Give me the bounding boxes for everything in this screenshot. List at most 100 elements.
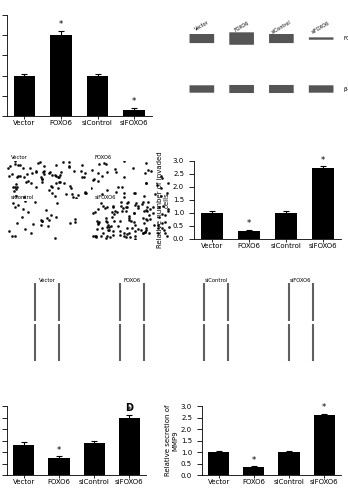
Text: siControl: siControl — [11, 196, 34, 200]
Point — [123, 207, 129, 215]
Point — [104, 234, 109, 241]
Point — [133, 221, 138, 229]
Point — [38, 221, 44, 229]
Point — [156, 229, 161, 237]
Bar — [50, 35, 72, 116]
Point — [110, 226, 116, 234]
Point — [112, 208, 118, 216]
Bar — [314, 416, 335, 475]
Point — [72, 214, 77, 222]
Point — [75, 190, 81, 198]
Point — [95, 220, 101, 228]
Point — [124, 203, 129, 211]
Point — [109, 208, 115, 216]
Point — [115, 222, 121, 230]
Point — [83, 189, 89, 197]
Point — [111, 216, 117, 224]
Point — [141, 206, 147, 214]
Point — [111, 210, 117, 218]
Point — [72, 218, 78, 226]
Point — [166, 207, 171, 215]
Point — [100, 224, 105, 232]
Point — [125, 198, 131, 206]
Point — [126, 229, 132, 237]
Point — [39, 176, 45, 184]
Point — [100, 202, 106, 209]
Point — [10, 184, 15, 192]
Point — [68, 182, 73, 190]
Point — [29, 170, 35, 177]
Point — [103, 214, 109, 222]
FancyBboxPatch shape — [229, 85, 254, 93]
Point — [119, 208, 125, 216]
Text: D: D — [125, 403, 133, 413]
Point — [105, 226, 111, 234]
Point — [163, 230, 168, 237]
Point — [113, 168, 119, 176]
Point — [54, 213, 59, 221]
Point — [162, 218, 167, 226]
Point — [127, 212, 132, 220]
Point — [98, 199, 104, 207]
Point — [32, 198, 38, 206]
Point — [27, 164, 32, 172]
Point — [142, 219, 147, 227]
Point — [126, 216, 132, 224]
Point — [162, 212, 167, 220]
Point — [109, 222, 114, 230]
Point — [158, 192, 164, 200]
Point — [16, 172, 21, 180]
Text: FOXO6: FOXO6 — [343, 36, 348, 41]
Point — [155, 224, 161, 232]
Point — [121, 194, 127, 202]
Bar — [13, 445, 34, 475]
Point — [53, 161, 58, 169]
Point — [48, 210, 54, 218]
FancyBboxPatch shape — [309, 38, 333, 40]
Point — [104, 223, 110, 231]
Point — [38, 173, 44, 181]
Point — [135, 225, 141, 233]
Point — [144, 208, 150, 216]
Point — [41, 168, 46, 176]
Text: *: * — [247, 220, 251, 228]
Bar — [238, 231, 260, 238]
Point — [28, 228, 34, 236]
Y-axis label: Relative number of invaded
cells: Relative number of invaded cells — [157, 152, 170, 248]
Point — [54, 180, 59, 188]
Text: Vector: Vector — [194, 20, 210, 32]
Point — [53, 172, 59, 180]
Point — [104, 218, 110, 226]
FancyBboxPatch shape — [269, 34, 294, 43]
Point — [164, 232, 169, 240]
Point — [52, 192, 58, 200]
Point — [96, 218, 102, 226]
Point — [135, 202, 140, 210]
Point — [161, 226, 166, 234]
Bar — [312, 168, 334, 238]
Point — [102, 159, 107, 167]
Point — [155, 181, 160, 189]
Point — [89, 166, 95, 174]
Point — [93, 233, 98, 241]
Text: siFOXO6: siFOXO6 — [95, 196, 116, 200]
Point — [143, 180, 149, 188]
Point — [68, 184, 73, 192]
Text: siFOXO6: siFOXO6 — [311, 20, 331, 34]
Point — [35, 160, 40, 168]
Point — [33, 184, 39, 192]
Point — [100, 190, 105, 198]
Point — [132, 234, 137, 242]
Point — [117, 231, 122, 239]
Bar — [48, 458, 70, 475]
Point — [104, 203, 110, 211]
Point — [39, 216, 45, 224]
Point — [21, 205, 26, 213]
Point — [21, 194, 26, 202]
Point — [45, 214, 50, 222]
Point — [95, 170, 100, 177]
Point — [106, 223, 112, 231]
Bar — [123, 110, 145, 116]
Bar — [243, 467, 264, 475]
Point — [112, 164, 118, 172]
